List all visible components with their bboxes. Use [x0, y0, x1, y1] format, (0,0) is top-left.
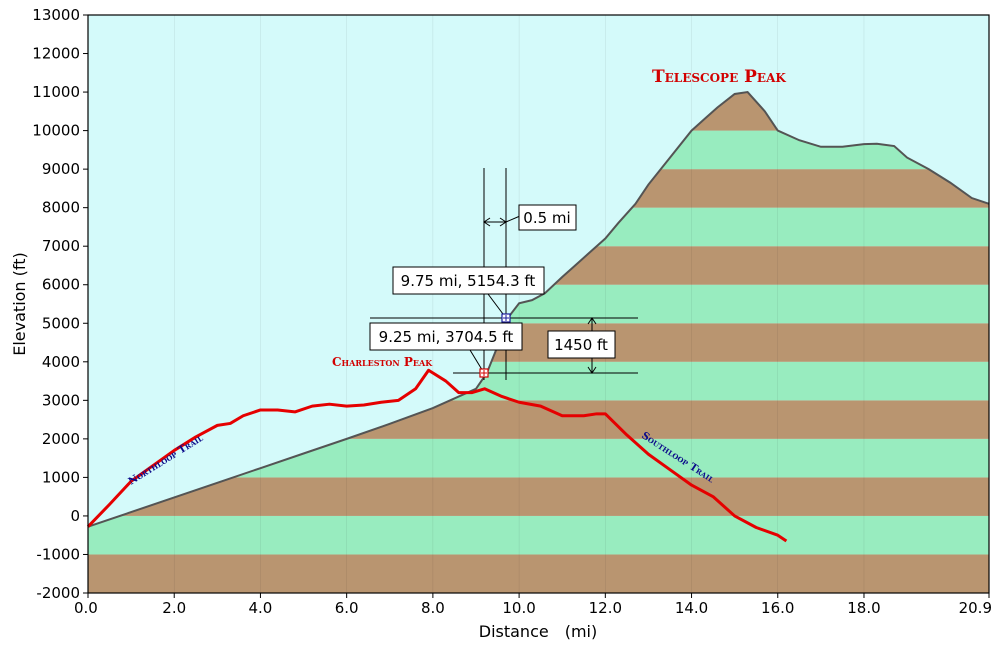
x-tick-label: 6.0 — [335, 599, 359, 617]
y-tick-label: 6000 — [42, 276, 80, 294]
dx-label-leader — [505, 215, 521, 223]
y-tick-label: 4000 — [42, 353, 80, 371]
y-tick-label: 13000 — [32, 6, 80, 24]
point1-label: 9.25 mi, 3704.5 ft — [379, 328, 514, 346]
x-tick-label: 12.0 — [589, 599, 622, 617]
terrain-outline-line — [87, 90, 990, 528]
x-tick-label: 10.0 — [502, 599, 535, 617]
x-tick-label: 0.0 — [74, 599, 98, 617]
y-tick-label: 10000 — [32, 122, 80, 140]
y-axis-ticks: 1300012000110001000090008000700060005000… — [32, 6, 88, 602]
elevation-band — [88, 554, 989, 593]
dx-arrowhead-left — [483, 217, 491, 227]
x-tick-label: 18.0 — [847, 599, 880, 617]
telescope-peak-label: Telescope Peak — [652, 67, 786, 87]
y-tick-label: 0 — [70, 507, 80, 525]
y-tick-label: 9000 — [42, 160, 80, 178]
y-tick-label: 12000 — [32, 45, 80, 63]
y-tick-label: -2000 — [36, 584, 80, 602]
point1-label-box — [369, 322, 523, 351]
dx-label: 0.5 mi — [523, 209, 570, 227]
x-axis-title: Distance (mi) — [479, 622, 597, 641]
dy-label-box — [547, 330, 616, 359]
x-tick-label: 14.0 — [675, 599, 708, 617]
dy-arrowhead-bottom — [587, 366, 597, 374]
y-tick-label: 11000 — [32, 83, 80, 101]
x-tick-label: 20.9 — [959, 599, 992, 617]
y-tick-label: 1000 — [42, 468, 80, 486]
plot-frame — [87, 14, 990, 594]
elevation-band — [88, 477, 989, 516]
y-tick-label: 2000 — [42, 430, 80, 448]
dy-arrowhead-top — [587, 317, 597, 325]
elevation-band — [88, 515, 989, 555]
dx-label-box — [518, 204, 577, 231]
y-tick-label: 5000 — [42, 314, 80, 332]
point2-label-box — [392, 266, 545, 295]
y-tick-label: 8000 — [42, 199, 80, 217]
x-tick-label: 2.0 — [162, 599, 186, 617]
y-tick-label: 7000 — [42, 237, 80, 255]
y-tick-label: -1000 — [36, 545, 80, 563]
x-tick-label: 16.0 — [761, 599, 794, 617]
dy-label: 1450 ft — [554, 336, 608, 354]
trail-profile-line — [86, 368, 788, 543]
x-tick-label: 4.0 — [249, 599, 273, 617]
y-axis-title: Elevation (ft) — [10, 252, 29, 356]
y-tick-label: 3000 — [42, 391, 80, 409]
point2-label: 9.75 mi, 5154.3 ft — [401, 272, 536, 290]
x-axis-ticks: 0.0 2.0 4.0 6.0 8.0 10.0 12.0 14.0 16.0 18.0 20.9 — [74, 593, 992, 617]
x-tick-label: 8.0 — [421, 599, 445, 617]
charleston-peak-label: Charleston Peak — [332, 355, 433, 369]
